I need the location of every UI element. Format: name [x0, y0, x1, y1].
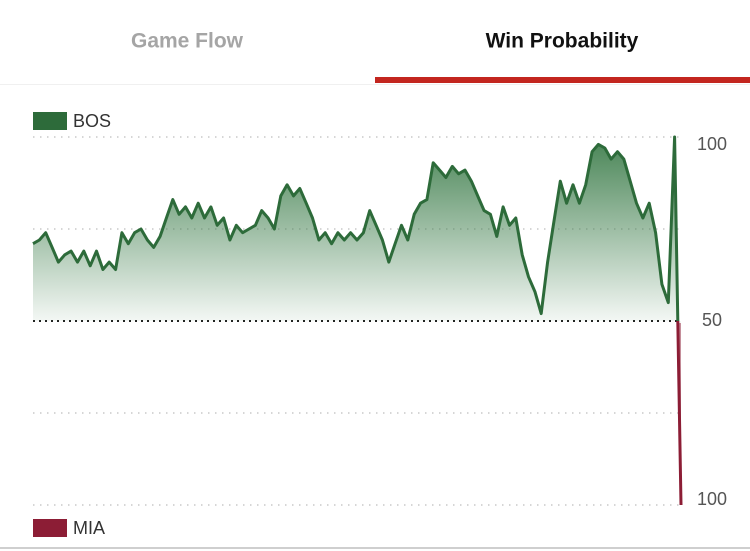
win-prob-line: [32, 135, 683, 506]
tab-hit[interactable]: [0, 0, 375, 84]
tab-hit[interactable]: [375, 0, 750, 84]
legend-label: BOS: [73, 111, 111, 131]
tab-bar: Game Flow Win Probability: [0, 0, 750, 84]
legend-swatch: [33, 112, 67, 130]
tab-label[interactable]: Game Flow: [131, 30, 244, 53]
plot: 100 50 100 BOS MIA: [32, 111, 727, 538]
legend-swatch: [33, 519, 67, 537]
home-area: [33, 137, 681, 323]
y-tick-label: 100: [697, 134, 727, 154]
tab-indicator: [375, 77, 750, 83]
tab-label[interactable]: Win Probability: [486, 30, 639, 53]
y-tick-label: 50: [702, 310, 722, 330]
y-tick-label: 100: [697, 489, 727, 509]
tab[interactable]: Win Probability: [375, 0, 750, 84]
tab[interactable]: Game Flow: [0, 0, 375, 84]
legend-label: MIA: [73, 518, 105, 538]
